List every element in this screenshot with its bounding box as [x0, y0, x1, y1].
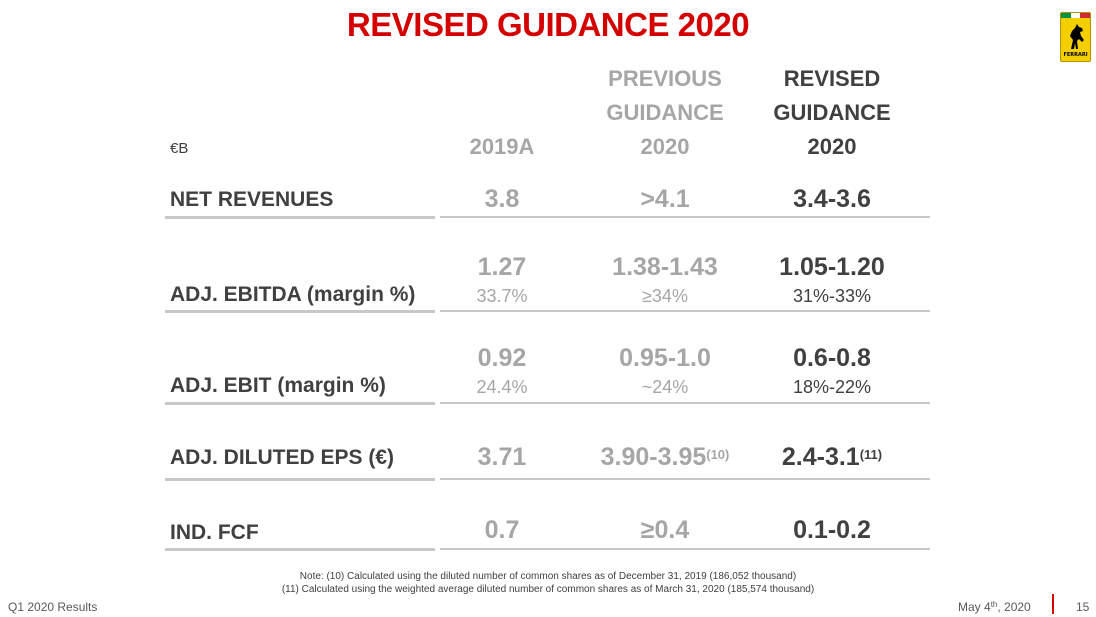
row-divider: [165, 402, 435, 405]
cell-2019a: 3.8: [484, 185, 520, 213]
col-header-revised-line1: REVISED: [783, 66, 881, 91]
cell-previous: 0.95-1.0: [619, 344, 711, 372]
cell-2019a: 3.71: [477, 443, 527, 471]
cell-previous: 3.90-3.95(10): [580, 442, 750, 472]
col-header-previous: PREVIOUS GUIDANCE 2020: [590, 62, 740, 164]
cell-revised-margin: 18%-22%: [792, 377, 872, 397]
row-divider: [440, 310, 930, 312]
cell-2019a: 1.27: [477, 253, 527, 281]
col-header-revised: REVISED GUIDANCE 2020: [757, 62, 907, 164]
footer-separator: [1052, 594, 1054, 614]
footnote-10: Note: (10) Calculated using the diluted …: [299, 571, 797, 582]
cell-2019a: 0.7: [484, 516, 520, 544]
cell-2019a: 0.92: [477, 344, 527, 372]
footnote-11: (11) Calculated using the weighted avera…: [281, 584, 815, 595]
row-label-net-revenues: NET REVENUES: [170, 188, 334, 211]
unit-label: €B: [170, 140, 189, 157]
row-label-adj-diluted-eps: ADJ. DILUTED EPS (€): [170, 446, 395, 469]
col-header-previous-line2: GUIDANCE: [606, 100, 724, 125]
row-label-adj-ebit: ADJ. EBIT (margin %): [170, 374, 386, 397]
footer-presentation-name: Q1 2020 Results: [8, 600, 98, 614]
footnote-ref-10: (10): [706, 447, 730, 462]
cell-revised: 0.6-0.8: [793, 344, 871, 372]
row-label-ind-fcf: IND. FCF: [170, 521, 259, 544]
cell-previous: >4.1: [640, 185, 690, 213]
row-divider: [440, 402, 930, 404]
logo-wordmark: FERRARI: [1063, 52, 1088, 58]
page-title: REVISED GUIDANCE 2020: [346, 6, 750, 43]
cell-previous-margin: ≥34%: [642, 286, 688, 306]
col-header-2019a: 2019A: [469, 134, 535, 159]
footer-date-sup: th: [990, 600, 998, 609]
page-number: 15: [1076, 600, 1090, 614]
cell-2019a-margin: 24.4%: [476, 377, 528, 397]
col-header-revised-line3: 2020: [807, 134, 857, 159]
row-divider: [165, 310, 435, 313]
row-divider: [165, 216, 435, 219]
cell-revised-margin: 31%-33%: [792, 286, 872, 306]
cell-revised: 2.4-3.1(11): [752, 442, 912, 472]
row-label-adj-ebitda: ADJ. EBITDA (margin %): [170, 283, 416, 306]
cell-revised: 0.1-0.2: [793, 516, 871, 544]
cell-revised: 3.4-3.6: [793, 185, 871, 213]
cell-previous-margin: ~24%: [641, 377, 689, 397]
cell-revised-value: 2.4-3.1: [781, 443, 860, 471]
row-divider: [165, 548, 435, 551]
footnote-ref-11: (11): [859, 447, 883, 462]
tricolor-stripe: [1061, 13, 1091, 18]
footer-date-prefix: May 4: [958, 600, 991, 614]
row-divider: [440, 216, 930, 218]
cell-previous: ≥0.4: [640, 516, 690, 544]
brand-logo: FERRARI: [1060, 12, 1091, 62]
col-header-previous-line1: PREVIOUS: [608, 66, 722, 91]
prancing-horse-icon: [1070, 24, 1084, 49]
row-divider: [440, 478, 930, 480]
footer-date-suffix: , 2020: [997, 600, 1031, 614]
footer-date: May 4th, 2020: [958, 600, 1031, 614]
cell-previous-value: 3.90-3.95: [600, 443, 707, 471]
col-header-previous-line3: 2020: [640, 134, 690, 159]
cell-previous: 1.38-1.43: [612, 253, 718, 281]
col-header-revised-line2: GUIDANCE: [773, 100, 891, 125]
row-divider: [165, 478, 435, 481]
cell-2019a-margin: 33.7%: [476, 286, 528, 306]
cell-revised: 1.05-1.20: [779, 253, 885, 281]
row-divider: [440, 548, 930, 550]
